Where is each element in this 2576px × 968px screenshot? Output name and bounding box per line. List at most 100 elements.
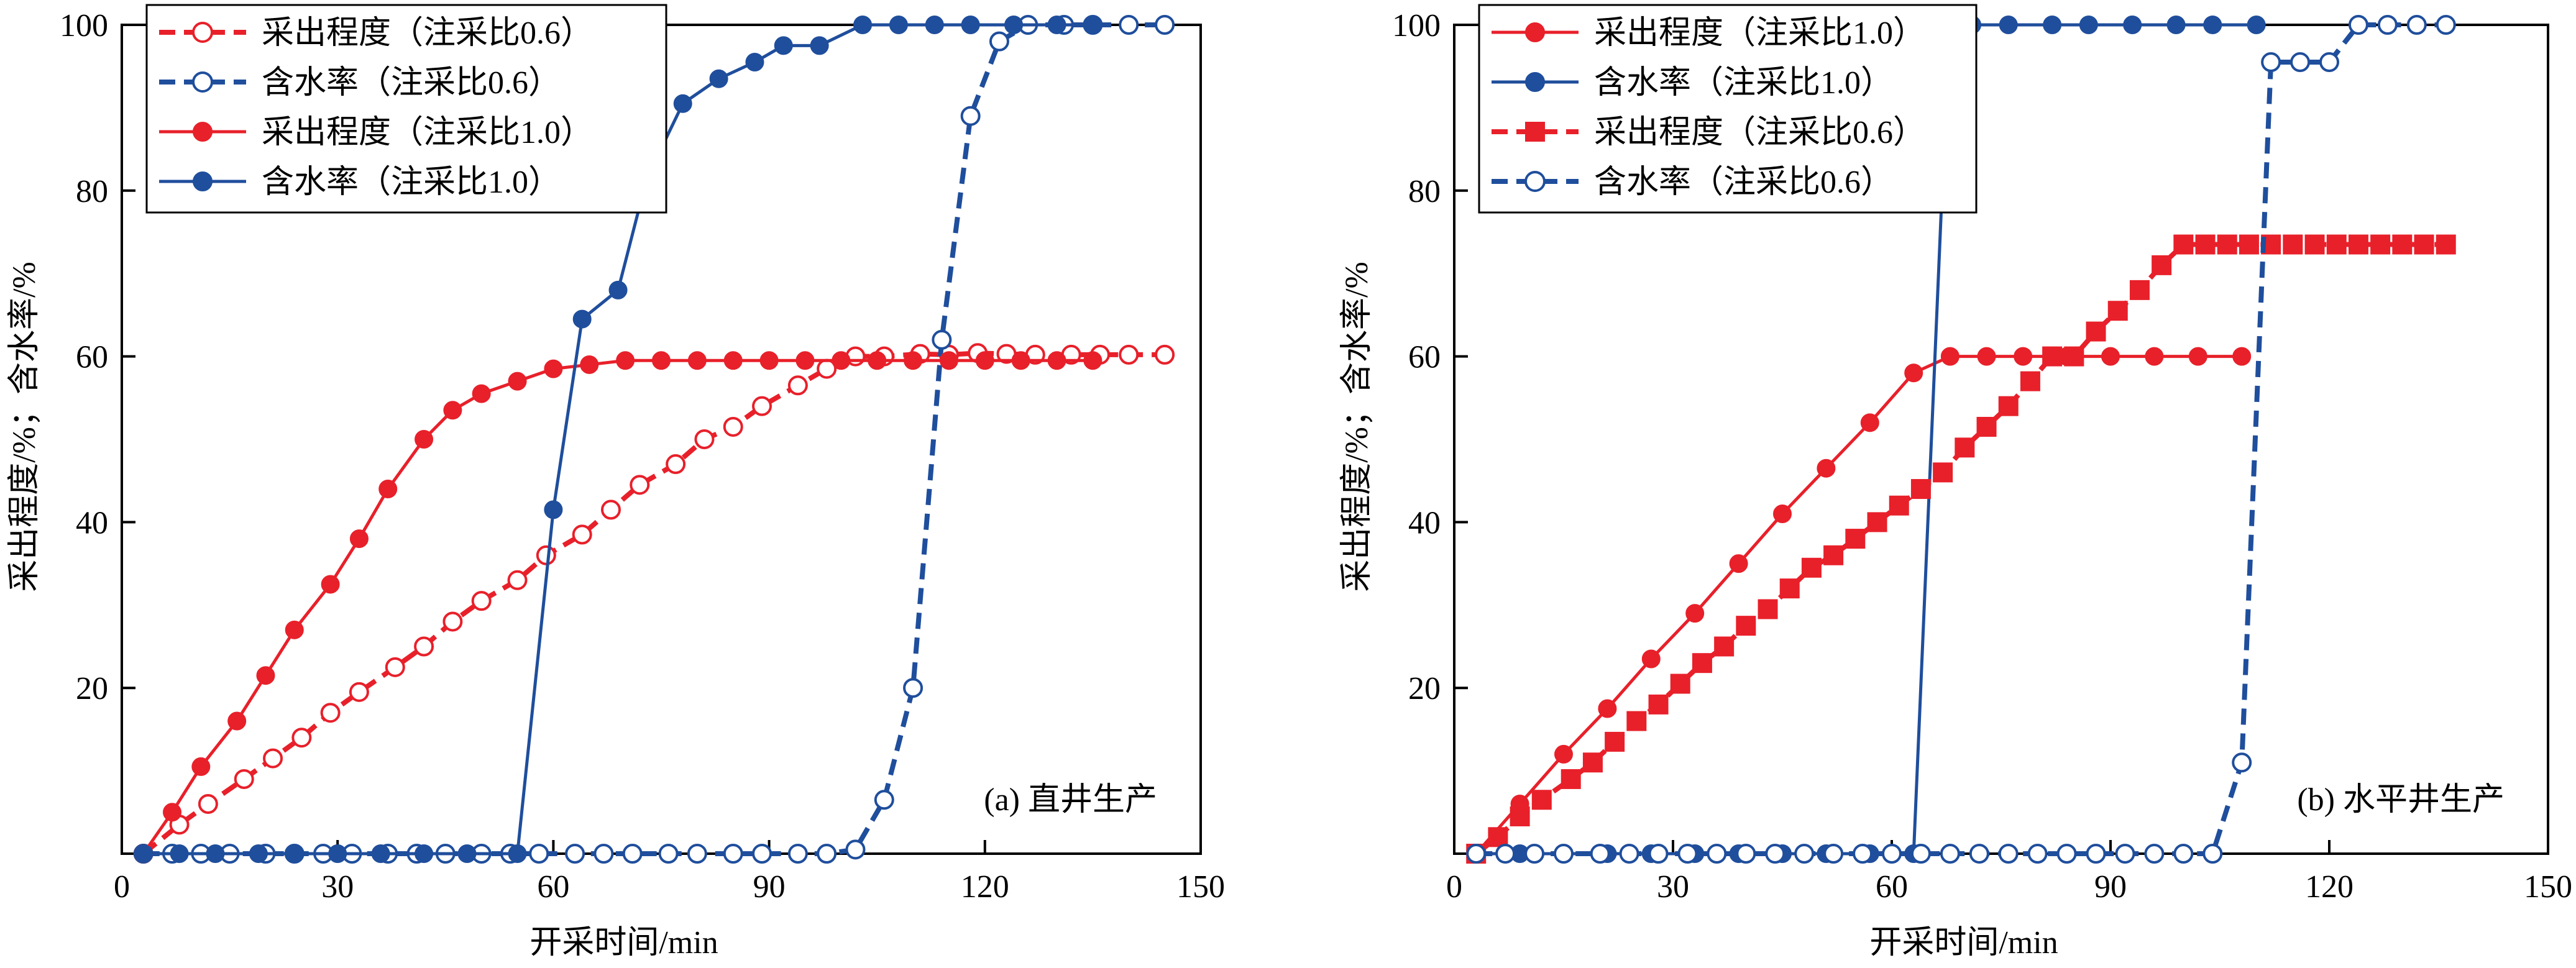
data-point (1758, 599, 1778, 619)
data-point (1794, 844, 1815, 864)
data-point (2217, 234, 2237, 255)
data-point (1860, 413, 1879, 432)
data-point (1692, 653, 1712, 673)
data-point (687, 844, 707, 864)
data-point (1845, 529, 1866, 549)
data-point (2406, 15, 2427, 35)
data-point (2043, 16, 2062, 34)
y-tick-label: 20 (1408, 671, 1441, 706)
data-point (1677, 844, 1698, 864)
data-point (1495, 844, 1516, 864)
data-point (2436, 15, 2456, 35)
data-point (810, 36, 829, 55)
data-point (1598, 699, 1617, 718)
data-point (989, 31, 1009, 52)
data-point (191, 757, 211, 776)
data-point (2145, 347, 2164, 366)
data-point (1969, 844, 1989, 864)
data-point (616, 351, 635, 370)
data-point (1619, 844, 1639, 864)
data-point (1889, 495, 1909, 516)
y-tick-label: 40 (76, 505, 108, 541)
data-point (198, 793, 218, 814)
data-point (1466, 844, 1487, 864)
data-point (2392, 234, 2413, 255)
data-point (687, 351, 707, 370)
data-point (723, 416, 743, 437)
data-point (594, 844, 614, 864)
data-point (1083, 16, 1102, 34)
data-point (2290, 52, 2311, 73)
x-axis-label: 开采时间/min (1869, 925, 2058, 961)
data-point (774, 36, 793, 55)
data-point (507, 570, 528, 590)
series-line (142, 358, 1093, 855)
data-point (1801, 557, 1822, 578)
data-point (817, 844, 837, 864)
data-point (903, 678, 924, 698)
data-point (544, 500, 563, 519)
data-point (134, 844, 153, 863)
y-tick-label: 40 (1408, 505, 1441, 541)
legend-label: 含水率（注采比0.6） (262, 65, 561, 101)
data-point (2101, 347, 2120, 366)
data-point (2107, 301, 2128, 321)
data-point (285, 844, 304, 863)
x-tick-label: 0 (114, 869, 130, 905)
data-point (752, 396, 772, 416)
data-point (1977, 347, 1996, 366)
data-point (1648, 694, 1669, 715)
legend-marker (192, 71, 213, 93)
data-point (508, 844, 527, 863)
data-point (960, 106, 981, 126)
data-point (723, 844, 743, 864)
x-tick-label: 0 (1446, 869, 1462, 905)
data-point (658, 844, 679, 864)
x-tick-label: 120 (2305, 869, 2354, 905)
data-point (1736, 616, 1756, 636)
data-point (630, 475, 650, 495)
data-point (925, 16, 944, 34)
data-point (1119, 15, 1139, 35)
legend-label: 含水率（注采比1.0） (262, 165, 561, 200)
data-point (320, 703, 341, 723)
data-point (2239, 234, 2259, 255)
x-tick-label: 60 (537, 869, 569, 905)
data-point (1736, 844, 1756, 864)
y-axis-label: 采出程度/%；含水率/% (1339, 262, 1375, 592)
data-point (1011, 351, 1030, 370)
data-point (321, 575, 340, 594)
data-point (2056, 844, 2077, 864)
series-line (1476, 22, 2446, 856)
data-point (285, 620, 304, 639)
data-point (2166, 16, 2186, 34)
data-point (1940, 347, 1960, 366)
data-point (1685, 604, 1705, 623)
data-point (1670, 673, 1690, 694)
data-point (1083, 351, 1102, 370)
data-point (572, 524, 592, 545)
data-point (874, 790, 894, 810)
x-tick-label: 30 (1657, 869, 1689, 905)
data-point (1773, 505, 1792, 524)
data-point (249, 844, 268, 863)
legend-label: 含水率（注采比0.6） (1594, 165, 1893, 200)
data-point (1853, 844, 1873, 864)
data-point (1582, 752, 1603, 773)
data-point (652, 351, 671, 370)
data-point (415, 430, 434, 449)
data-point (234, 769, 254, 789)
data-point (263, 748, 283, 769)
data-point (2370, 234, 2391, 255)
y-axis-label: 采出程度/%；含水率/% (7, 262, 42, 592)
data-point (529, 844, 549, 864)
data-point (2079, 16, 2098, 34)
legend-box (145, 4, 667, 214)
data-point (1998, 396, 2019, 416)
data-point (1998, 844, 2019, 864)
data-point (371, 844, 390, 863)
data-point (1047, 351, 1066, 370)
data-point (544, 359, 563, 378)
data-point (414, 636, 434, 657)
data-point (1955, 437, 1975, 458)
